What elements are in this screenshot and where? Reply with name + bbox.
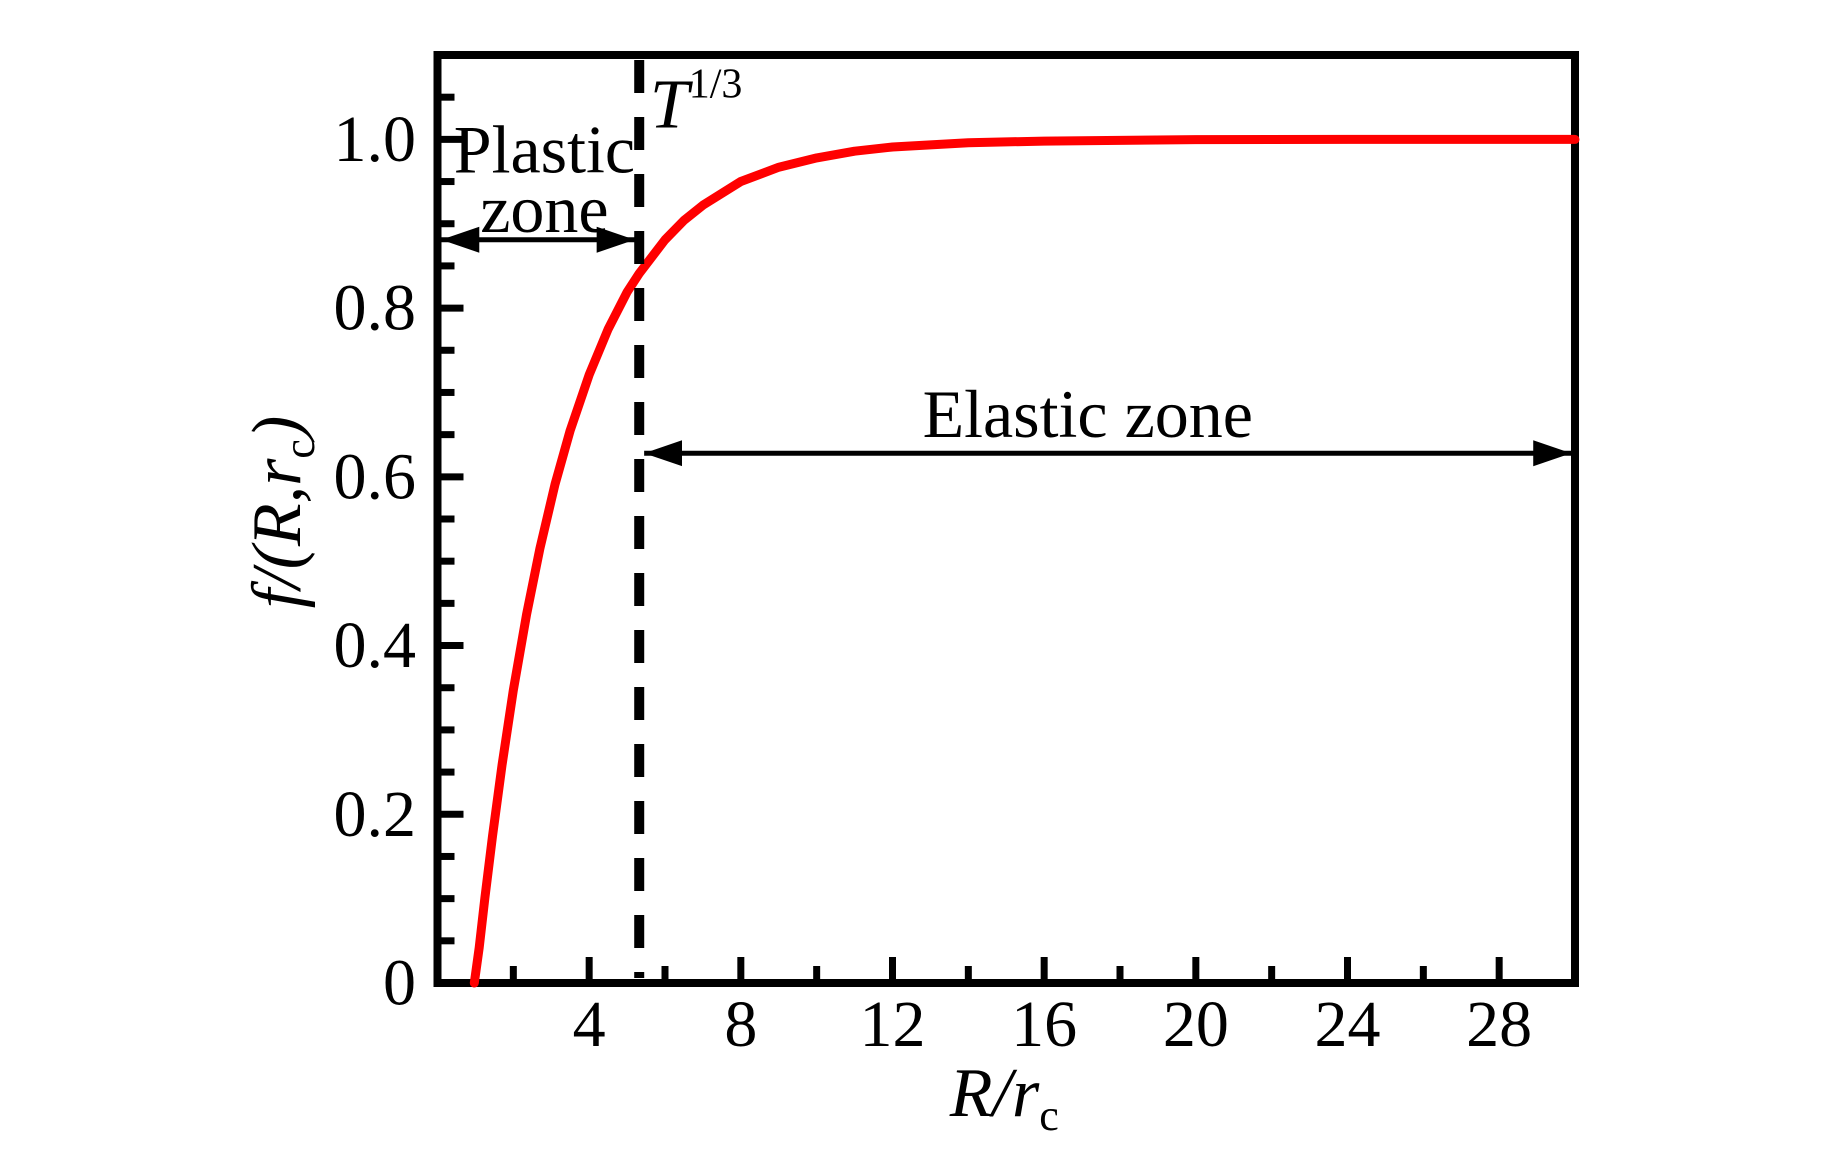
x-tick-label: 12 [860,988,926,1061]
x-axis-label: R/rc [949,1055,1059,1140]
plot-border [433,51,1579,987]
x-axis-label-subscript: c [1039,1091,1059,1140]
y-tick-label: 0.8 [334,272,417,345]
critical-radius-t-label: T1/3 [650,62,743,144]
elastic-zone-label: Elastic zone [923,376,1253,452]
x-axis-label-main: R/r [949,1055,1040,1132]
x-tick-label: 24 [1315,988,1381,1061]
y-tick-label: 0 [383,947,416,1020]
y-axis-label-main: f/(R,r [239,458,316,608]
y-axis-label-close-paren: ) [239,416,316,443]
data-curve [469,134,1580,988]
y-tick-label: 0.6 [334,440,417,513]
x-tick-label: 20 [1163,988,1229,1061]
plot-frame [433,51,1579,987]
plastic-zone-label-line2: zone [480,171,608,247]
t-label-base: T [650,67,694,144]
plastic-zone-label-line1: Plastic [454,111,635,187]
x-tick-label: 16 [1011,988,1077,1061]
x-tick-label: 28 [1466,988,1532,1061]
y-tick-label: 0.2 [334,778,417,851]
y-axis-label-subscript: c [275,439,324,459]
y-tick-label: 1.0 [334,103,417,176]
y-tick-label: 0.4 [334,609,417,682]
x-tick-label: 4 [573,988,606,1061]
t-label-superscript: 1/3 [689,62,743,108]
data-series [469,134,1580,988]
y-axis-label: f/(R,rc) [239,416,324,609]
x-tick-label: 8 [724,988,757,1061]
annotations: Plastic zone Elastic zone T1/3 R/rc f/(R… [239,60,1572,1140]
axis-ticks: 4 8 12 16 20 24 28 0 0.2 0.4 0.6 0.8 1.0 [334,93,1532,1061]
